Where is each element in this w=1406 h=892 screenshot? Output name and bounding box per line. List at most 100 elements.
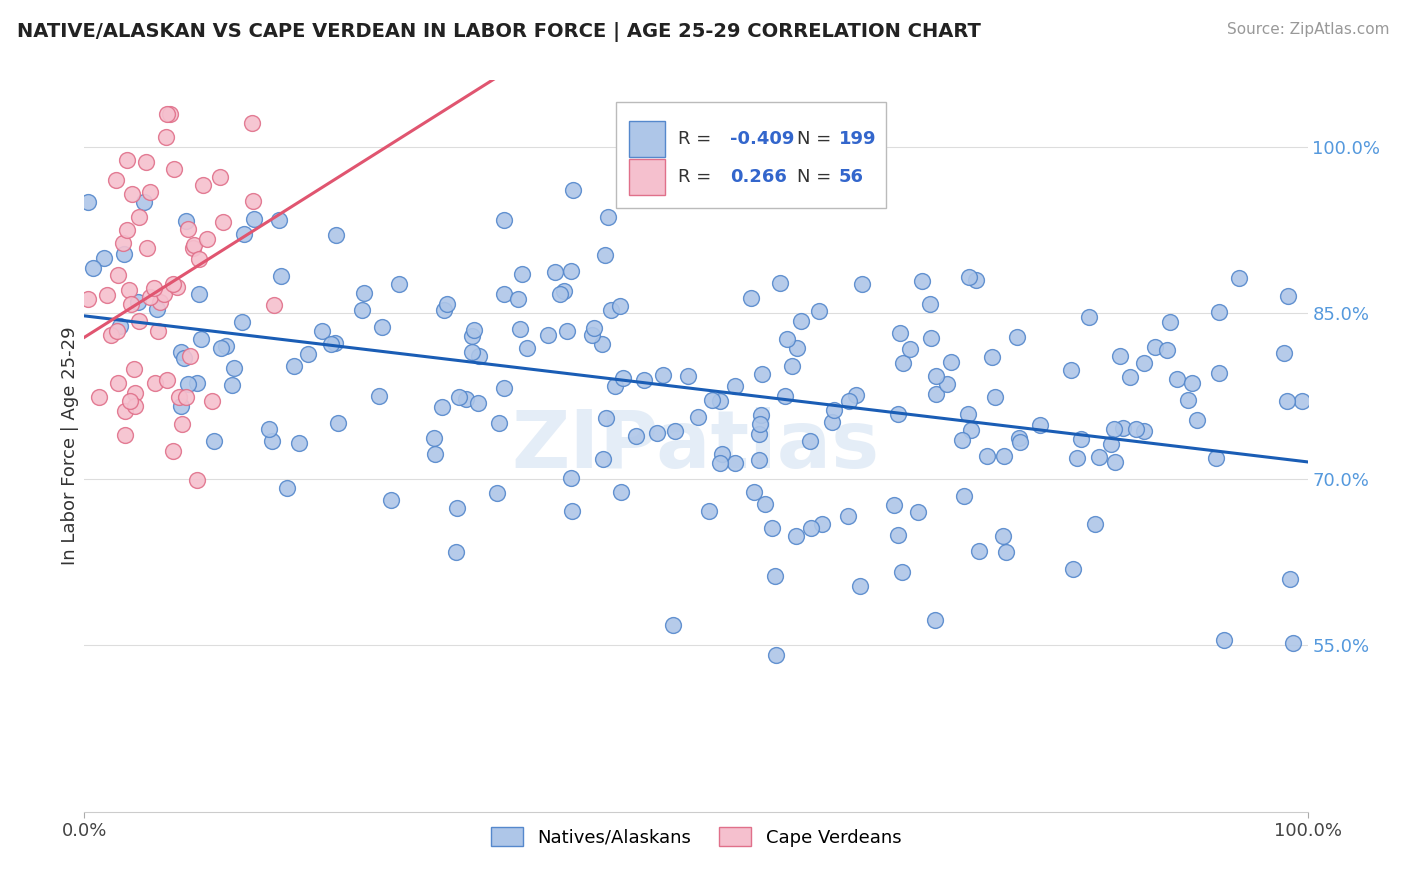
Point [461,328,484,343]
Point [751,368,773,382]
Point [159,106,181,120]
Point [800,521,823,535]
Point [1108,349,1130,363]
Point [544,265,567,279]
Point [270,268,292,283]
Point [1099,437,1122,451]
Point [170,345,193,359]
Point [799,434,821,449]
Point [1104,454,1126,468]
Text: NATIVE/ALASKAN VS CAPE VERDEAN IN LABOR FORCE | AGE 25-29 CORRELATION CHART: NATIVE/ALASKAN VS CAPE VERDEAN IN LABOR … [17,22,981,42]
Point [260,434,283,448]
Point [167,391,190,405]
Point [202,434,225,449]
Point [155,373,177,387]
Point [423,446,446,460]
Point [446,500,468,515]
Point [124,386,146,401]
Point [257,422,280,436]
Point [162,444,184,458]
Point [120,393,142,408]
Point [754,498,776,512]
Point [146,302,169,317]
Point [1102,422,1125,436]
Point [488,416,510,430]
Point [678,369,700,384]
Point [744,485,766,500]
Point [837,508,859,523]
Point [560,471,582,485]
Point [645,425,668,440]
Legend: Natives/Alaskans, Cape Verdeans: Natives/Alaskans, Cape Verdeans [484,820,908,854]
Point [82,261,104,276]
Point [105,325,128,339]
Point [105,173,128,187]
Point [107,268,129,282]
Point [132,194,155,209]
Point [898,343,921,357]
Point [162,277,184,291]
Point [957,407,980,421]
Point [468,349,491,363]
Point [1208,366,1230,380]
Point [461,344,484,359]
Point [560,264,582,278]
Point [748,453,770,467]
Point [430,400,453,414]
Point [775,332,797,346]
Point [1177,392,1199,407]
Text: -0.409: -0.409 [730,130,794,148]
Point [423,431,446,445]
Point [506,292,529,306]
Point [492,287,515,301]
Point [177,376,200,391]
Point [231,314,253,328]
Point [1070,432,1092,446]
Point [749,417,772,432]
Point [709,394,731,409]
Point [561,504,583,518]
Point [1213,632,1236,647]
Point [957,270,980,285]
Point [1156,343,1178,357]
Point [110,319,132,334]
Point [845,388,868,402]
Point [446,545,468,559]
Point [212,215,235,229]
Point [183,238,205,252]
Point [153,287,176,301]
Point [790,313,813,327]
Point [950,433,973,447]
Point [191,178,214,192]
Point [380,493,402,508]
Point [263,298,285,312]
Point [976,449,998,463]
Point [149,294,172,309]
Point [188,252,211,266]
Point [761,521,783,535]
Point [592,451,614,466]
Point [174,390,197,404]
Point [107,376,129,391]
Point [173,351,195,366]
Point [146,324,169,338]
Text: R =: R = [678,130,711,148]
Point [724,456,747,470]
Point [1205,451,1227,466]
Point [723,379,745,393]
Point [953,489,976,503]
Point [276,481,298,495]
Point [325,227,347,242]
Point [319,337,342,351]
Point [311,324,333,338]
Point [509,322,531,336]
Point [368,389,391,403]
Point [598,210,620,224]
Point [967,544,990,558]
Point [548,287,571,301]
Point [222,361,245,376]
Point [127,295,149,310]
Point [651,368,673,382]
Point [87,391,110,405]
Point [1087,450,1109,465]
